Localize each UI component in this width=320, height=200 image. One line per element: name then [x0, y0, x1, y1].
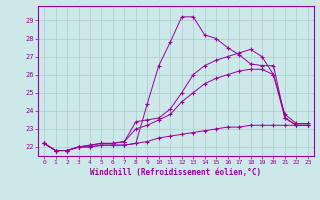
X-axis label: Windchill (Refroidissement éolien,°C): Windchill (Refroidissement éolien,°C)	[91, 168, 261, 177]
